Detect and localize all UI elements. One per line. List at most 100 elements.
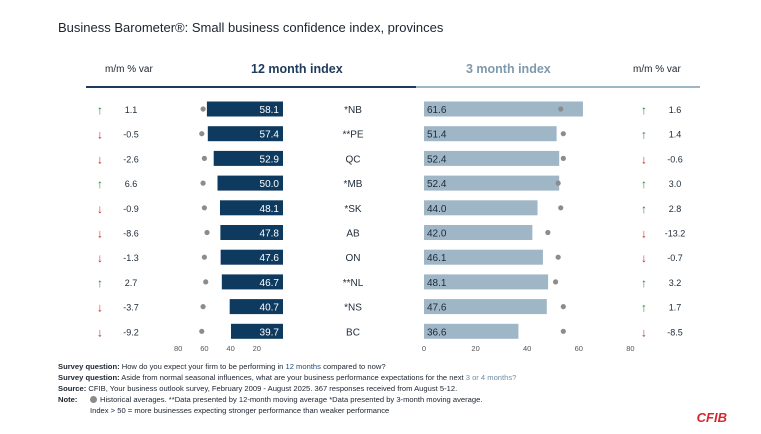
right-mm-var-3: 3.0 xyxy=(669,179,682,189)
hist-avg-3m-8 xyxy=(560,304,566,310)
left-mm-var-4: -0.9 xyxy=(123,204,139,214)
note-q2-highlight: 3 or 4 months? xyxy=(465,373,517,382)
province-label-0: *NB xyxy=(344,105,362,116)
right-var-header: m/m % var xyxy=(633,64,681,75)
bar-3m-label-0: 61.6 xyxy=(427,105,447,116)
historical-average-marker-icon xyxy=(90,396,97,403)
bar-3m-1 xyxy=(424,126,557,142)
province-label-4: *SK xyxy=(344,204,362,215)
arrow-down-icon: ↓ xyxy=(97,251,103,265)
bar-3m-label-6: 46.1 xyxy=(427,253,447,264)
arrow-down-icon: ↓ xyxy=(641,227,647,241)
arrow-up-icon: ↑ xyxy=(97,276,103,290)
right-mm-var-9: -8.5 xyxy=(667,327,683,337)
note-legend: Note: Historical averages. **Data presen… xyxy=(58,395,482,404)
arrow-up-icon: ↑ xyxy=(641,276,647,290)
right-mm-var-8: 1.7 xyxy=(669,303,682,313)
right-mm-var-2: -0.6 xyxy=(667,154,683,164)
bar-12m-label-4: 48.1 xyxy=(260,204,280,215)
bar-12m-1 xyxy=(207,126,283,142)
bar-12m-5 xyxy=(220,225,283,240)
left-axis-tick-2: 40 xyxy=(226,344,234,353)
bar-3m-label-3: 52.4 xyxy=(427,179,447,190)
bar-3m-label-2: 52.4 xyxy=(427,154,447,165)
bar-3m-label-8: 47.6 xyxy=(427,303,447,314)
province-label-7: **NL xyxy=(343,278,364,289)
bar-12m-label-0: 58.1 xyxy=(260,105,280,116)
bar-12m-2 xyxy=(213,150,283,166)
bar-12m-label-3: 50.0 xyxy=(260,179,280,190)
bar-12m-label-6: 47.6 xyxy=(260,253,280,264)
bar-3m-6 xyxy=(424,249,543,265)
province-label-9: BC xyxy=(346,327,360,338)
bar-12m-label-7: 46.7 xyxy=(260,278,280,289)
bar-12m-label-2: 52.9 xyxy=(260,154,280,165)
right-mm-var-5: -13.2 xyxy=(665,229,686,239)
left-mm-var-3: 6.6 xyxy=(125,179,138,189)
arrow-down-icon: ↓ xyxy=(97,152,103,166)
bar-12m-7 xyxy=(221,274,283,290)
note-q1-highlight: 12 months xyxy=(285,362,321,371)
province-label-1: **PE xyxy=(342,130,363,141)
left-mm-var-0: 1.1 xyxy=(125,105,138,115)
arrow-down-icon: ↓ xyxy=(97,325,103,339)
right-axis-tick-4: 80 xyxy=(626,344,634,353)
bar-12m-6 xyxy=(220,249,283,265)
left-axis-tick-3: 20 xyxy=(253,344,261,353)
bar-12m-label-8: 40.7 xyxy=(260,303,280,314)
hist-avg-3m-3 xyxy=(555,180,561,186)
header-rule-3 xyxy=(416,86,700,88)
arrow-down-icon: ↓ xyxy=(97,128,103,142)
hist-avg-12m-5 xyxy=(204,229,210,236)
bar-3m-label-5: 42.0 xyxy=(427,229,447,240)
left-axis-tick-1: 60 xyxy=(200,344,208,353)
hist-avg-3m-2 xyxy=(560,155,566,161)
note-source: Source: CFIB, Your business outlook surv… xyxy=(58,384,457,393)
province-label-2: QC xyxy=(346,154,361,165)
province-label-5: AB xyxy=(346,229,360,240)
note-q1-text-a: How do you expect your firm to be perfor… xyxy=(119,362,286,371)
left-mm-var-8: -3.7 xyxy=(123,303,139,313)
bar-3m-label-1: 51.4 xyxy=(427,130,447,141)
hist-avg-3m-5 xyxy=(545,229,551,236)
note-q2-label: Survey question: xyxy=(58,373,120,382)
left-mm-var-6: -1.3 xyxy=(123,253,139,263)
bar-3m-2 xyxy=(424,150,560,166)
note-q2-text-a: Aside from normal seasonal influences, w… xyxy=(119,373,466,382)
hist-avg-3m-1 xyxy=(560,131,566,137)
right-axis-tick-2: 40 xyxy=(523,344,531,353)
bar-3m-8 xyxy=(424,299,547,315)
arrow-down-icon: ↓ xyxy=(641,251,647,265)
index3-header: 3 month index xyxy=(466,62,551,76)
bar-12m-4 xyxy=(219,200,283,216)
hist-avg-12m-7 xyxy=(203,279,209,285)
bar-12m-label-5: 47.8 xyxy=(260,229,280,240)
left-var-header: m/m % var xyxy=(105,64,153,75)
arrow-up-icon: ↑ xyxy=(641,103,647,117)
header-rule-12 xyxy=(86,86,416,88)
right-axis-tick-1: 20 xyxy=(471,344,479,353)
note-source-text: CFIB, Your business outlook survey, Febr… xyxy=(86,384,458,393)
arrow-up-icon: ↑ xyxy=(641,202,647,216)
hist-avg-12m-8 xyxy=(200,304,206,310)
bar-3m-4 xyxy=(424,200,538,216)
index12-header: 12 month index xyxy=(251,62,343,76)
bar-3m-label-4: 44.0 xyxy=(427,204,447,215)
note-q1-label: Survey question: xyxy=(58,362,120,371)
hist-avg-3m-4 xyxy=(558,205,564,211)
hist-avg-12m-0 xyxy=(200,106,206,112)
right-axis-tick-0: 0 xyxy=(422,344,426,353)
arrow-up-icon: ↑ xyxy=(97,103,103,117)
note-q1-text-b: compared to now? xyxy=(320,362,386,371)
right-mm-var-4: 2.8 xyxy=(669,204,682,214)
bar-12m-label-1: 57.4 xyxy=(260,130,280,141)
left-axis-tick-0: 80 xyxy=(174,344,182,353)
arrow-up-icon: ↑ xyxy=(641,177,647,191)
hist-avg-3m-9 xyxy=(560,328,566,334)
arrow-down-icon: ↓ xyxy=(641,152,647,166)
left-mm-var-9: -9.2 xyxy=(123,327,139,337)
bar-3m-5 xyxy=(424,225,533,240)
hist-avg-3m-7 xyxy=(552,279,559,285)
bar-12m-9 xyxy=(230,323,283,339)
hist-avg-12m-3 xyxy=(200,180,206,186)
